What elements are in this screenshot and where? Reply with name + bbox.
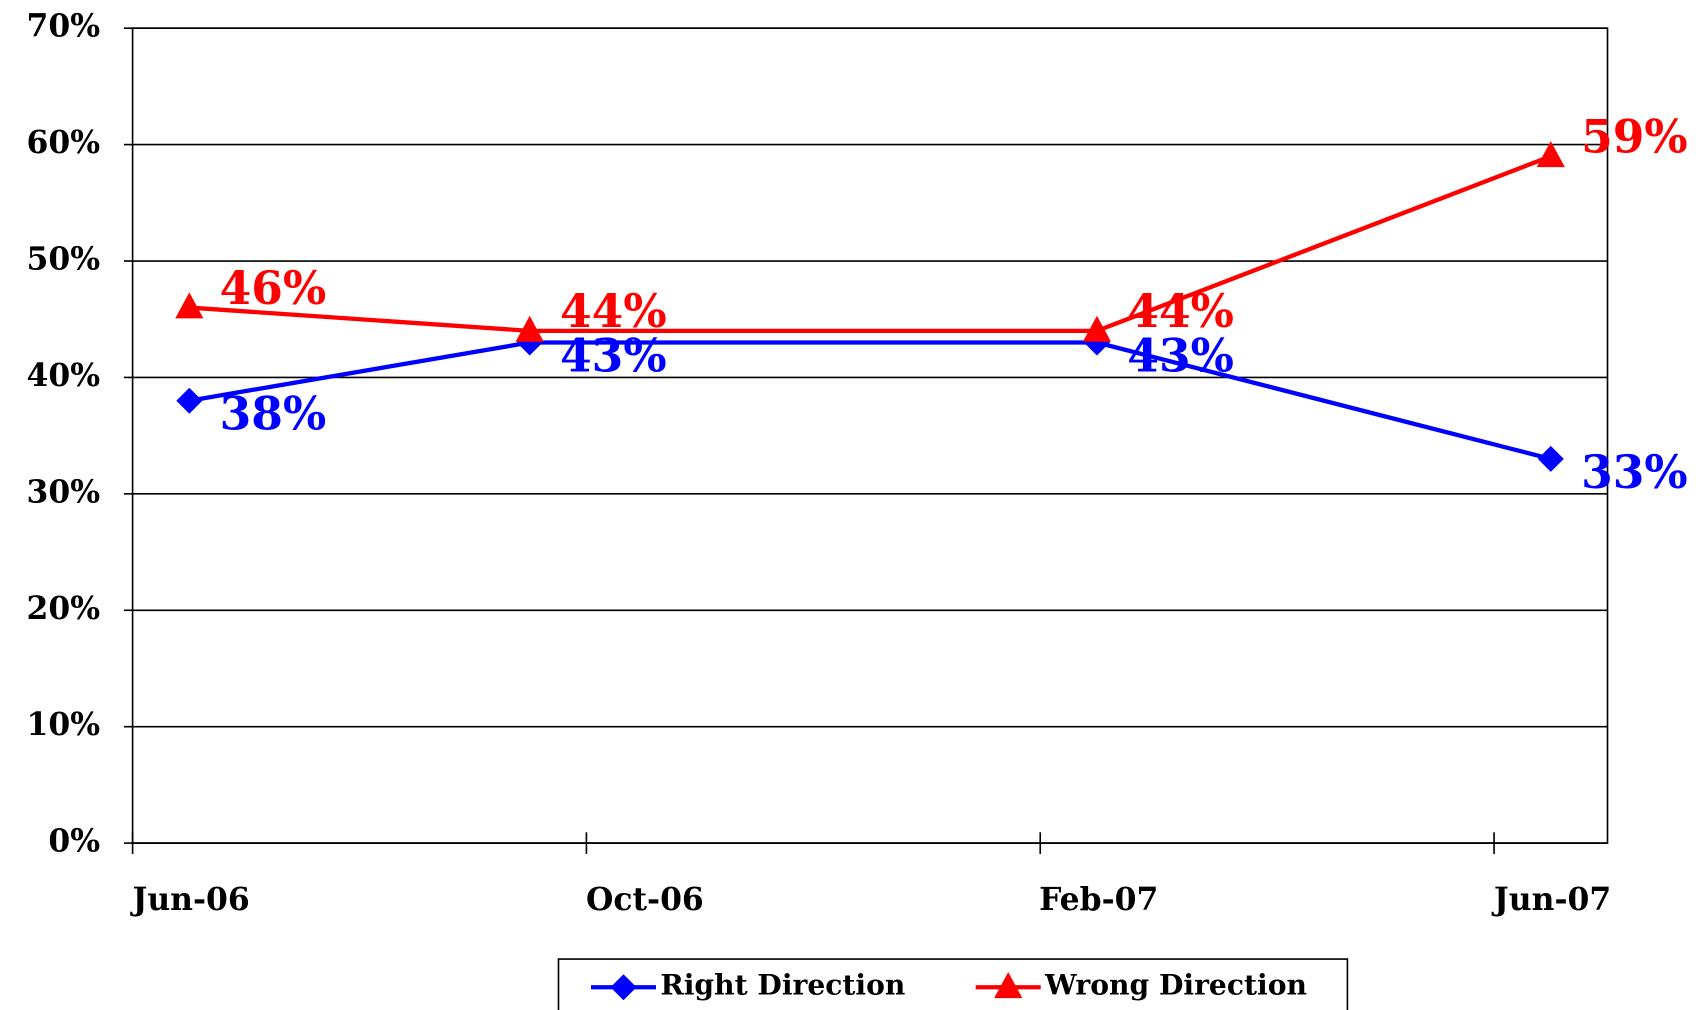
y-tick-label: 30% (27, 473, 101, 510)
y-tick-label: 10% (27, 706, 101, 743)
y-tick-label: 70% (27, 8, 101, 45)
legend-label: Right Direction (660, 969, 905, 1002)
y-tick-label: 50% (27, 241, 101, 278)
data-point (176, 387, 203, 414)
series-line (189, 154, 1552, 334)
x-tick-label: Jun-07 (1491, 881, 1611, 918)
data-point (1537, 445, 1564, 472)
y-tick-label: 20% (27, 590, 101, 627)
data-label: 33% (1581, 445, 1688, 499)
data-label: 59% (1581, 110, 1688, 164)
plot-frame (131, 27, 1609, 844)
data-label: 44% (1127, 284, 1234, 338)
legend-marker (610, 974, 637, 1001)
y-tick-label: 0% (48, 823, 100, 860)
y-tick-label: 60% (27, 124, 101, 161)
legend-label: Wrong Direction (1044, 969, 1307, 1002)
data-point (1082, 315, 1112, 342)
data-point (1536, 141, 1565, 168)
x-tick-label: Feb-07 (1039, 881, 1158, 918)
legend-marker (994, 972, 1023, 999)
data-label: 44% (560, 284, 667, 338)
data-point (515, 315, 544, 342)
y-tick-label: 40% (27, 357, 101, 394)
data-point (175, 292, 204, 319)
series-line (188, 340, 1552, 462)
data-label: 43% (560, 328, 667, 382)
x-tick-label: Jun-06 (129, 881, 249, 918)
data-label: 43% (1127, 328, 1234, 382)
data-label: 46% (220, 261, 327, 315)
data-label: 38% (220, 387, 327, 441)
x-tick-label: Oct-06 (586, 881, 704, 918)
legend-box (557, 958, 1349, 1010)
